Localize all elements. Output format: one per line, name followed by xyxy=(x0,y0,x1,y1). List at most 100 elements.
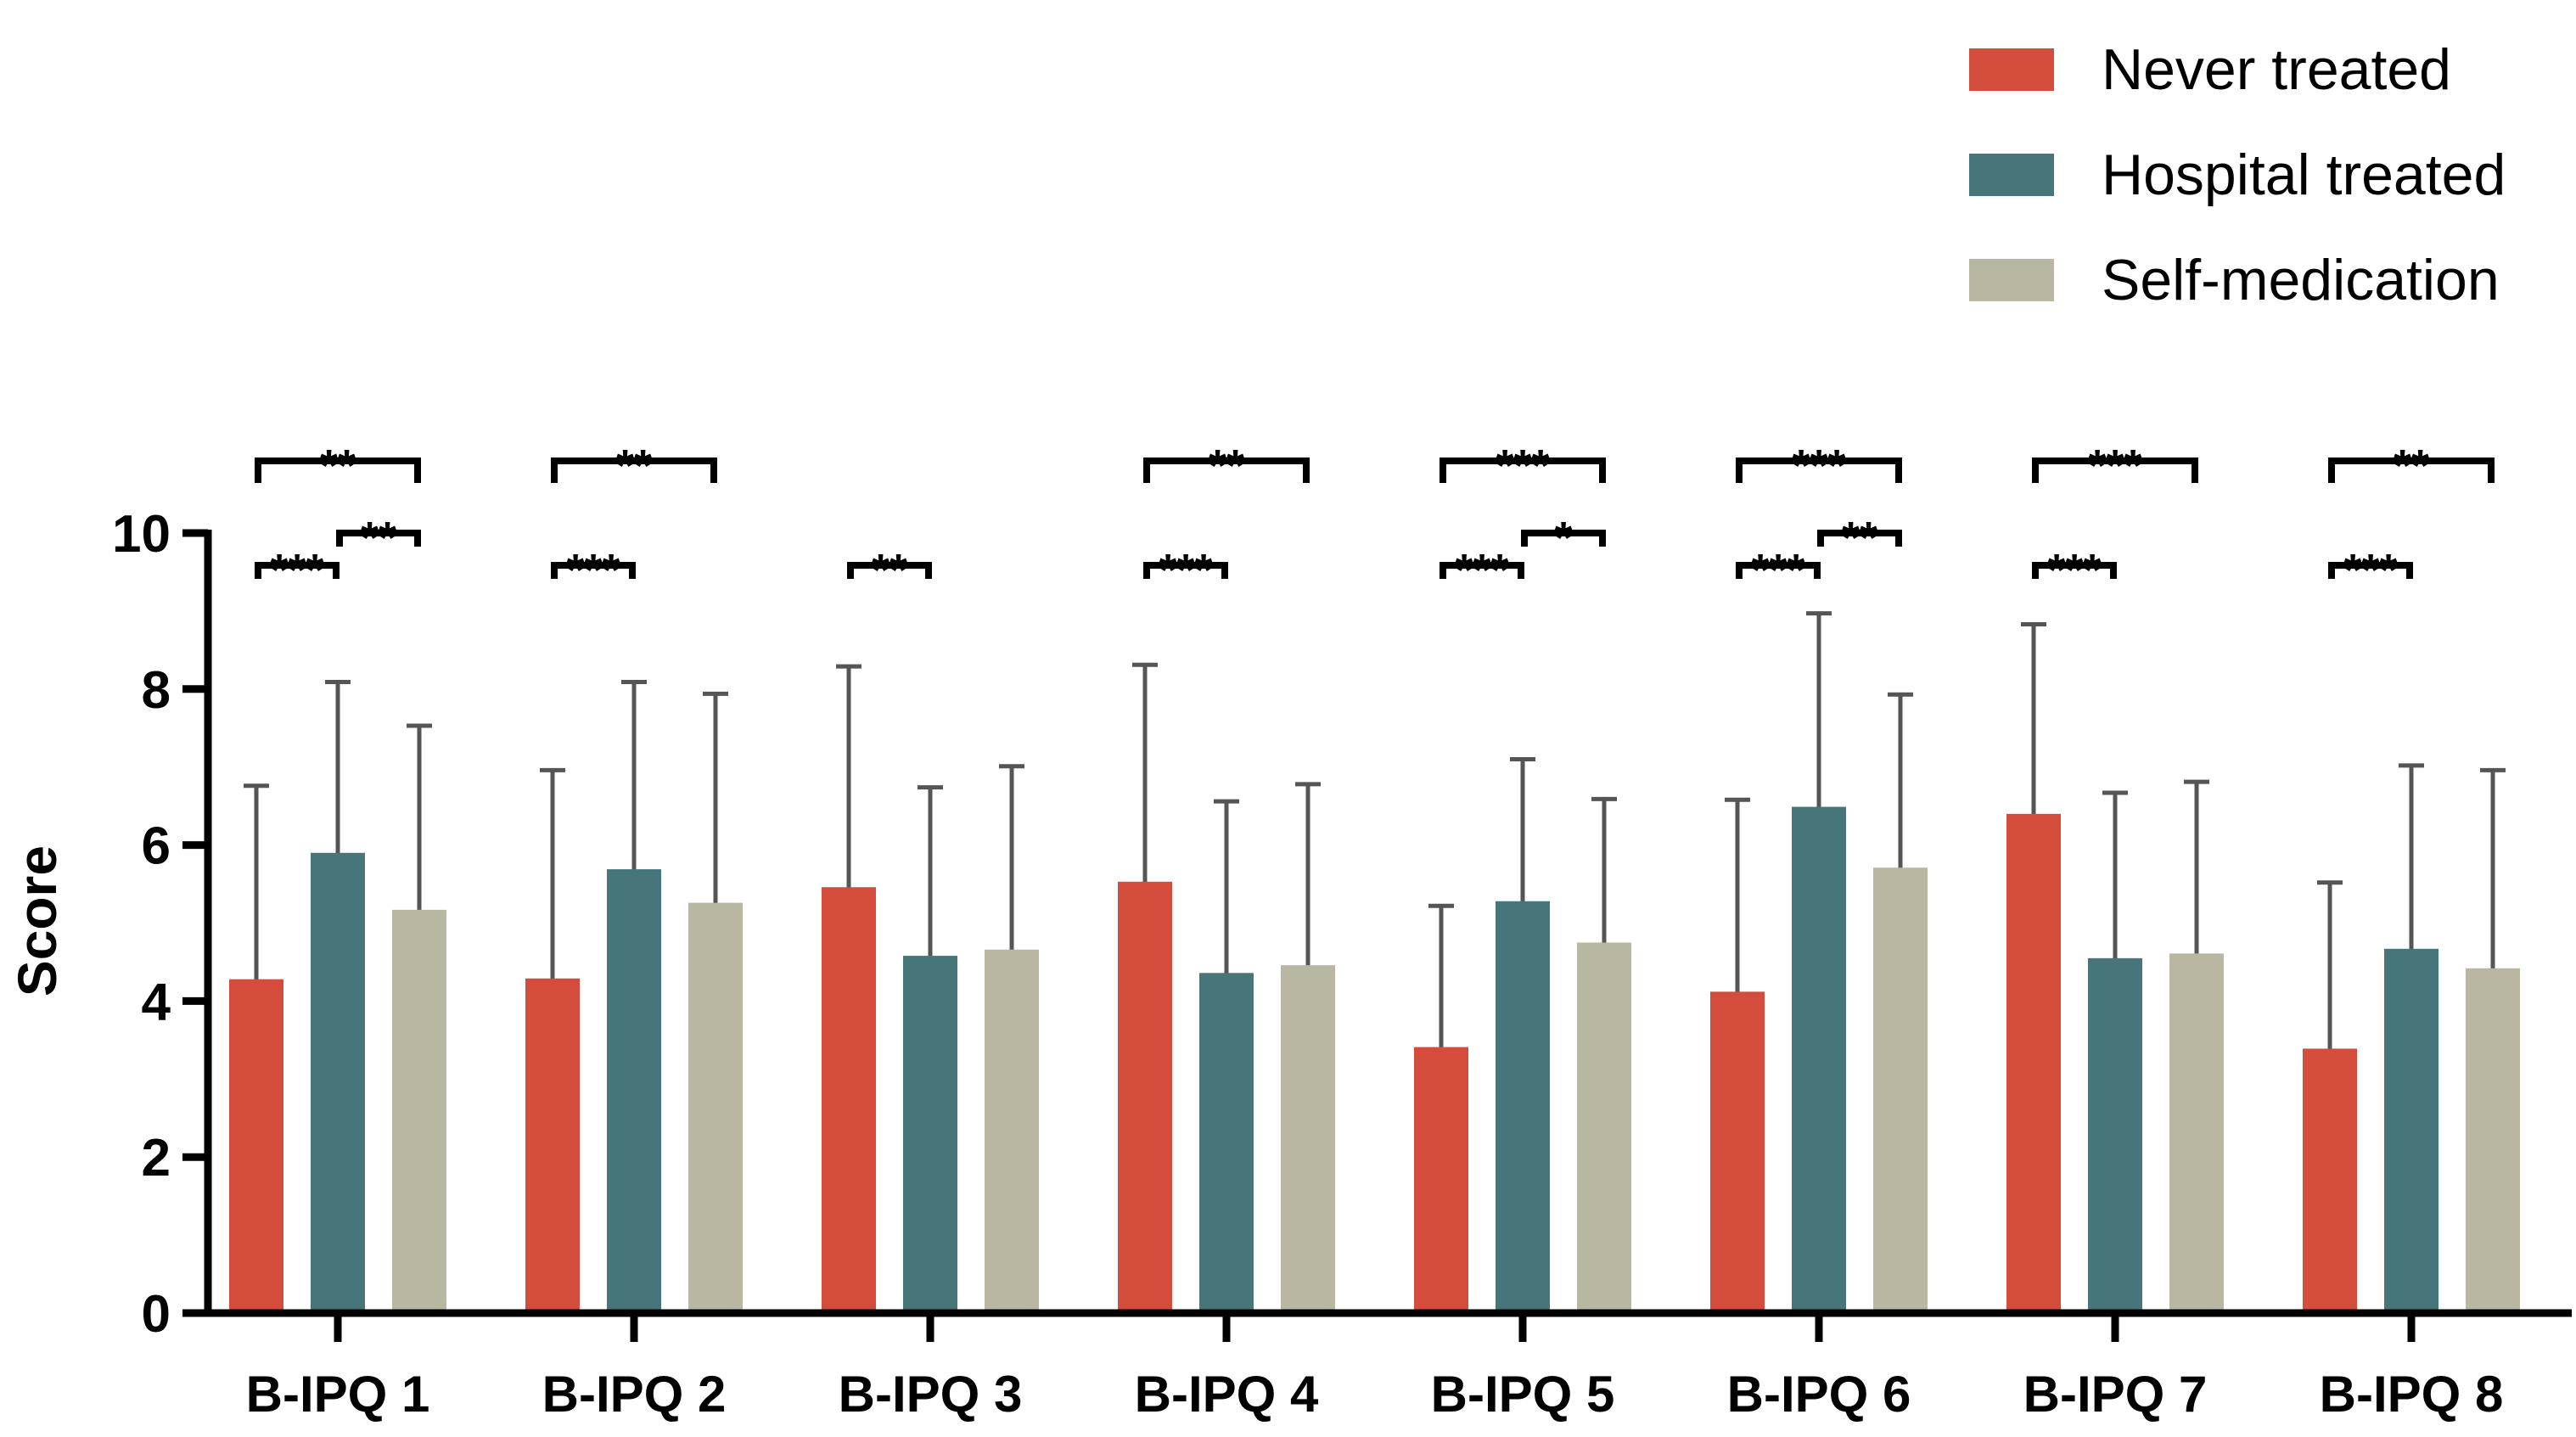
bar-self-medication-3[interactable] xyxy=(985,949,1039,1313)
y-axis-label: Score xyxy=(7,845,68,996)
significance-bracket-4-0-2: ** xyxy=(1143,441,1310,491)
significance-label: * xyxy=(1554,513,1572,564)
significance-bracket-7-0-1: *** xyxy=(2032,545,2117,596)
bar-never-treated-7[interactable] xyxy=(2006,813,2061,1313)
x-tick-label-7: B-IPQ 7 xyxy=(2023,1366,2208,1423)
legend-swatch-hospital-treated xyxy=(1969,154,2054,196)
significance-bracket-4-0-1: *** xyxy=(1143,545,1228,596)
bar-never-treated-3[interactable] xyxy=(822,887,876,1313)
significance-label: *** xyxy=(2343,545,2397,596)
significance-bracket-line xyxy=(2032,457,2198,483)
legend-item-never-treated[interactable]: Never treated xyxy=(1969,17,2506,122)
significance-bracket-line xyxy=(255,457,421,483)
bar-self-medication-1[interactable] xyxy=(392,909,446,1313)
significance-bracket-6-0-2: *** xyxy=(1736,441,1902,491)
x-tick-label-6: B-IPQ 6 xyxy=(1727,1366,1911,1423)
bar-self-medication-2[interactable] xyxy=(688,902,743,1313)
bar-self-medication-8[interactable] xyxy=(2466,968,2520,1313)
significance-bracket-line xyxy=(2032,562,2117,579)
x-tick-label-1: B-IPQ 1 xyxy=(246,1366,430,1423)
bar-hospital-treated-8[interactable] xyxy=(2384,948,2439,1313)
significance-bracket-line xyxy=(2328,562,2413,579)
significance-label: *** xyxy=(1455,545,1508,596)
significance-bracket-1-0-2: ** xyxy=(255,441,421,491)
bar-hospital-treated-4[interactable] xyxy=(1199,973,1254,1313)
bar-self-medication-6[interactable] xyxy=(1873,867,1928,1313)
x-tick-label-5: B-IPQ 5 xyxy=(1431,1366,1615,1423)
significance-label: ** xyxy=(1842,513,1877,564)
significance-label: ** xyxy=(616,441,652,491)
legend-swatch-self-medication xyxy=(1969,259,2054,301)
significance-bracket-3-0-1: ** xyxy=(847,545,932,596)
significance-bracket-5-0-2: *** xyxy=(1440,441,1606,491)
bar-never-treated-4[interactable] xyxy=(1118,881,1172,1313)
significance-bracket-7-0-2: *** xyxy=(2032,441,2198,491)
significance-label: *** xyxy=(1496,441,1549,491)
significance-bracket-2-0-1: *** xyxy=(551,545,636,596)
bars xyxy=(229,806,2520,1313)
significance-label: *** xyxy=(1792,441,1845,491)
significance-bracket-line xyxy=(1440,457,1606,483)
bar-self-medication-7[interactable] xyxy=(2169,953,2224,1313)
significance-bracket-5-1-2: * xyxy=(1521,513,1606,564)
significance-bracket-line xyxy=(1736,457,1902,483)
bar-hospital-treated-2[interactable] xyxy=(607,869,661,1313)
bar-never-treated-5[interactable] xyxy=(1414,1047,1468,1313)
bar-never-treated-1[interactable] xyxy=(229,979,283,1313)
error-bars xyxy=(244,611,2506,1217)
bar-never-treated-2[interactable] xyxy=(525,978,580,1313)
significance-bracket-line xyxy=(336,530,421,547)
bar-hospital-treated-1[interactable] xyxy=(311,852,365,1313)
significance-label: ** xyxy=(361,513,396,564)
significance-brackets: ************ ****************************… xyxy=(255,441,2495,596)
legend: Never treated Hospital treated Self-medi… xyxy=(1969,17,2506,333)
significance-label: *** xyxy=(566,545,620,596)
legend-item-hospital-treated[interactable]: Hospital treated xyxy=(1969,122,2506,227)
significance-label: ** xyxy=(2394,441,2429,491)
legend-swatch-never-treated xyxy=(1969,48,2054,91)
significance-bracket-line xyxy=(255,562,340,579)
significance-bracket-line xyxy=(1521,530,1606,547)
legend-label-never-treated: Never treated xyxy=(2102,37,2451,102)
bar-hospital-treated-7[interactable] xyxy=(2088,957,2142,1313)
y-tick-label-4: 4 xyxy=(142,973,171,1031)
significance-bracket-line xyxy=(551,457,717,483)
significance-label: ** xyxy=(320,441,356,491)
significance-bracket-8-0-2: ** xyxy=(2328,441,2495,491)
significance-bracket-8-0-1: *** xyxy=(2328,545,2413,596)
y-tick-label-8: 8 xyxy=(142,661,171,720)
bar-self-medication-5[interactable] xyxy=(1577,942,1631,1313)
significance-bracket-line xyxy=(1143,562,1228,579)
significance-label: *** xyxy=(1751,545,1804,596)
x-tick-label-8: B-IPQ 8 xyxy=(2320,1366,2504,1423)
x-tick-label-4: B-IPQ 4 xyxy=(1135,1366,1319,1423)
significance-label: *** xyxy=(270,545,323,596)
y-tick-label-10: 10 xyxy=(112,505,171,564)
significance-label: *** xyxy=(2047,545,2101,596)
legend-label-hospital-treated: Hospital treated xyxy=(2102,143,2506,207)
significance-bracket-6-0-1: *** xyxy=(1736,545,1821,596)
significance-bracket-line xyxy=(1736,562,1821,579)
significance-bracket-line xyxy=(1817,530,1902,547)
legend-label-self-medication: Self-medication xyxy=(2102,248,2500,312)
significance-label: ** xyxy=(872,545,907,596)
significance-bracket-1-1-2: ** xyxy=(336,513,421,564)
x-tick-label-2: B-IPQ 2 xyxy=(542,1366,727,1423)
legend-item-self-medication[interactable]: Self-medication xyxy=(1969,227,2506,333)
significance-label: *** xyxy=(1159,545,1212,596)
bar-hospital-treated-6[interactable] xyxy=(1792,806,1846,1313)
significance-label: *** xyxy=(2088,441,2141,491)
bar-self-medication-4[interactable] xyxy=(1281,965,1335,1313)
bar-hospital-treated-3[interactable] xyxy=(903,956,957,1313)
bar-hospital-treated-5[interactable] xyxy=(1496,901,1550,1313)
significance-bracket-5-0-1: *** xyxy=(1440,545,1524,596)
y-tick-label-2: 2 xyxy=(142,1129,171,1187)
significance-bracket-line xyxy=(1143,457,1310,483)
significance-bracket-line xyxy=(551,562,636,579)
significance-bracket-line xyxy=(847,562,932,579)
bar-never-treated-8[interactable] xyxy=(2303,1048,2357,1313)
bar-never-treated-6[interactable] xyxy=(1710,991,1765,1313)
significance-bracket-1-0-1: *** xyxy=(255,545,340,596)
